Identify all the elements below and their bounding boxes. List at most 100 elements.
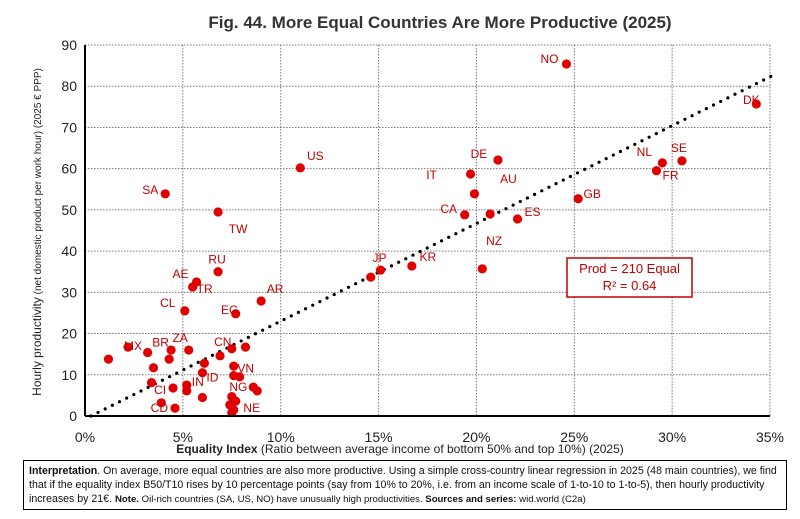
point-label-es: ES (525, 205, 541, 219)
y-tick-label: 20 (61, 326, 77, 342)
point-label-ng: NG (229, 380, 247, 394)
data-point (240, 342, 251, 352)
y-tick-label: 30 (61, 284, 77, 300)
point-label-cl: CL (160, 296, 176, 310)
point-label-mx: MX (124, 339, 142, 353)
data-point (229, 361, 239, 371)
data-point-ci (168, 383, 178, 393)
point-label-ru: RU (208, 253, 225, 267)
point-label-ae: AE (173, 267, 189, 281)
data-point-kr (407, 261, 417, 271)
y-tick-label: 40 (61, 243, 77, 259)
data-point (182, 386, 192, 396)
point-label-ne: NE (243, 401, 260, 415)
data-point-cd (156, 398, 166, 408)
data-point (235, 372, 245, 382)
data-point (197, 392, 208, 403)
data-point-sa (160, 189, 170, 199)
data-point (164, 354, 174, 364)
annotation-line2: R² = 0.64 (603, 278, 657, 293)
data-point-se (677, 156, 687, 166)
point-label-de: DE (471, 147, 488, 161)
data-point-au (469, 189, 480, 199)
data-point-jp (375, 265, 386, 275)
point-label-dk: DK (743, 93, 760, 107)
regression-annotation: Prod = 210 Equal R² = 0.64 (566, 257, 693, 298)
y-axis-label-main: Hourly productivity (30, 297, 44, 396)
point-label-kr: KR (420, 250, 437, 264)
x-tick-label: 35% (756, 429, 784, 445)
data-point-tw (213, 207, 223, 217)
x-axis-label: Equality Index (Ratio between average in… (176, 442, 624, 456)
y-axis-label-note: (net domestic product per work hour) (20… (33, 68, 44, 297)
sources-heading: Sources and series: (425, 494, 517, 505)
data-point-ca (460, 210, 470, 220)
point-label-sa: SA (142, 183, 158, 197)
data-point-fr (651, 166, 662, 176)
data-point-mx (123, 342, 133, 352)
data-point (148, 363, 159, 373)
interpretation-heading: Interpretation (29, 465, 98, 477)
data-point-eg (231, 309, 241, 319)
y-tick-label: 0 (69, 408, 77, 424)
data-point-tr (188, 282, 198, 292)
x-tick-label: 15% (365, 429, 393, 445)
x-axis-label-rest: (Ratio between average income of bottom … (258, 442, 624, 456)
data-point-es (512, 214, 523, 224)
point-label-fr: FR (662, 169, 678, 183)
data-point-ru (213, 267, 223, 277)
trendline-path (89, 72, 778, 418)
annotation-line1: Prod = 210 Equal (579, 261, 680, 276)
data-point (170, 403, 180, 413)
note-heading: Note. (114, 494, 139, 505)
data-point-ar (256, 296, 266, 306)
point-label-no: NO (540, 52, 558, 66)
x-tick-label: 20% (462, 429, 490, 445)
y-tick-label: 80 (61, 78, 77, 94)
data-point (366, 272, 376, 282)
x-tick-label: 0% (75, 429, 95, 445)
data-point-gb (573, 194, 583, 204)
data-point (252, 386, 262, 396)
point-label-au: AU (500, 172, 517, 186)
trendline (89, 72, 778, 418)
data-point (103, 354, 114, 364)
sources-text: wid.world (C2a) (516, 494, 586, 505)
data-point-nl (657, 158, 667, 168)
data-point (184, 345, 194, 355)
interpretation-box: Interpretation. On average, more equal c… (23, 460, 787, 510)
point-label-cd: CD (151, 401, 169, 415)
y-axis-label: Hourly productivity (net domestic produc… (30, 68, 44, 396)
point-label-in: IN (192, 375, 204, 389)
data-point (146, 378, 157, 388)
point-label-id: ID (206, 371, 218, 385)
data-point (477, 264, 487, 274)
data-point (199, 358, 209, 368)
x-tick-label: 5% (173, 429, 193, 445)
x-tick-label: 25% (560, 429, 588, 445)
y-tick-label: 90 (61, 37, 77, 53)
point-label-us: US (307, 149, 324, 163)
data-point-id (197, 368, 208, 378)
data-point-no (561, 59, 572, 69)
data-point-nz (485, 209, 495, 219)
point-label-ci: CI (154, 383, 166, 397)
x-tick-label: 30% (658, 429, 686, 445)
point-label-nz: NZ (486, 234, 502, 248)
note-text: Oil-rich countries (SA, US, NO) have unu… (138, 494, 426, 505)
point-label-it: IT (426, 168, 437, 182)
data-point-za (166, 345, 176, 355)
point-label-eg: EG (221, 303, 238, 317)
chart-title: Fig. 44. More Equal Countries Are More P… (208, 13, 671, 32)
point-label-ca: CA (440, 202, 457, 216)
points: NO DK SE NL FR DE GB IT AU CA NZ ES US SA TW JP KR RU AE TR… (103, 52, 761, 418)
point-label-gb: GB (584, 187, 601, 201)
data-point-dk (751, 99, 761, 109)
axes: 0 10 20 30 40 50 60 70 80 90 0% 5% 10% 15% 20% 25% 30% 35… (61, 37, 784, 445)
data-point-br (143, 347, 153, 358)
point-label-tw: TW (229, 222, 248, 236)
grid (85, 44, 771, 416)
point-label-vn: VN (237, 362, 254, 376)
